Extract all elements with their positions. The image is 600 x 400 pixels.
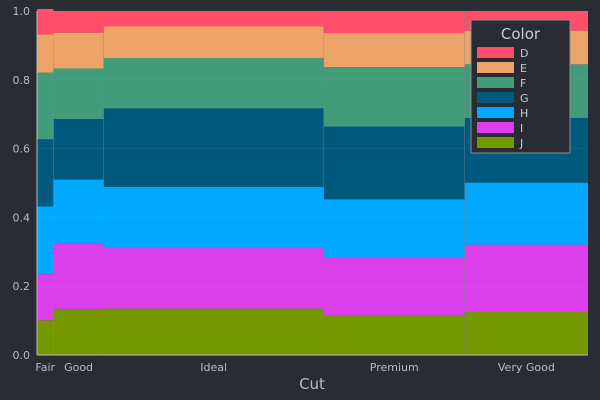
bar-segment-ideal-f — [103, 58, 324, 109]
legend-label-g: G — [520, 92, 529, 105]
bar-segment-ideal-h — [103, 186, 324, 247]
bar-segment-premium-i — [323, 257, 465, 316]
legend-label-i: I — [520, 122, 523, 135]
bar-segment-good-h — [53, 179, 104, 244]
y-tick-label: 0.0 — [13, 349, 31, 362]
bar-segment-fair-e — [37, 34, 54, 73]
bar-segment-good-j — [53, 308, 104, 355]
legend-title: Color — [501, 25, 541, 43]
legend-swatch-f — [477, 77, 514, 88]
bar-segment-good-i — [53, 243, 104, 309]
legend-swatch-i — [477, 122, 514, 133]
bar-segment-fair-f — [37, 72, 54, 140]
legend-swatch-j — [477, 137, 514, 148]
y-tick-label: 1.0 — [13, 5, 31, 18]
legend-swatch-d — [477, 47, 514, 58]
legend-label-j: J — [519, 137, 523, 150]
y-tick-label: 0.2 — [13, 280, 31, 293]
bar-segment-ideal-j — [103, 308, 324, 355]
bar-segment-fair-h — [37, 206, 54, 275]
x-tick-label: Very Good — [498, 361, 555, 374]
y-tick-label: 0.4 — [13, 211, 31, 224]
bar-segment-good-f — [53, 68, 104, 120]
bar-segment-fair-i — [37, 274, 54, 321]
x-tick-label: Fair — [35, 361, 55, 374]
legend-swatch-e — [477, 62, 514, 73]
bar-segment-ideal-d — [103, 11, 324, 27]
bar-segment-fair-d — [37, 8, 54, 35]
y-tick-label: 0.8 — [13, 74, 31, 87]
bar-segment-good-g — [53, 119, 104, 180]
bar-segment-premium-j — [323, 315, 465, 355]
bar-segment-fair-g — [37, 139, 54, 207]
legend-label-d: D — [520, 47, 528, 60]
bar-segment-ideal-i — [103, 246, 324, 309]
x-axis-title: Cut — [299, 375, 325, 393]
y-axis: 0.0 0.2 0.4 0.6 0.8 1.0 — [13, 5, 38, 362]
x-tick-label: Good — [64, 361, 93, 374]
legend-label-f: F — [520, 77, 526, 90]
bar-segment-ideal-g — [103, 108, 324, 187]
x-axis: Fair Good Ideal Premium Very Good — [35, 354, 588, 374]
bar-segment-very-good-h — [464, 182, 588, 245]
bar-segment-premium-g — [323, 126, 465, 200]
legend-label-h: H — [520, 107, 528, 120]
bar-segment-good-e — [53, 32, 104, 69]
y-tick-label: 0.6 — [13, 143, 31, 156]
bar-segment-ideal-e — [103, 26, 324, 59]
x-tick-label: Premium — [370, 361, 419, 374]
bar-segment-fair-j — [37, 320, 54, 355]
bar-segment-very-good-i — [464, 244, 588, 312]
bar-segment-very-good-j — [464, 312, 588, 355]
x-tick-label: Ideal — [200, 361, 227, 374]
bar-segment-good-d — [53, 11, 104, 33]
legend-label-e: E — [520, 62, 527, 75]
legend-swatch-g — [477, 92, 514, 103]
bar-segment-premium-e — [323, 33, 465, 68]
bar-segment-premium-h — [323, 199, 465, 258]
bar-segment-premium-d — [323, 11, 465, 34]
bar-segment-premium-f — [323, 67, 465, 127]
legend-swatch-h — [477, 107, 514, 118]
